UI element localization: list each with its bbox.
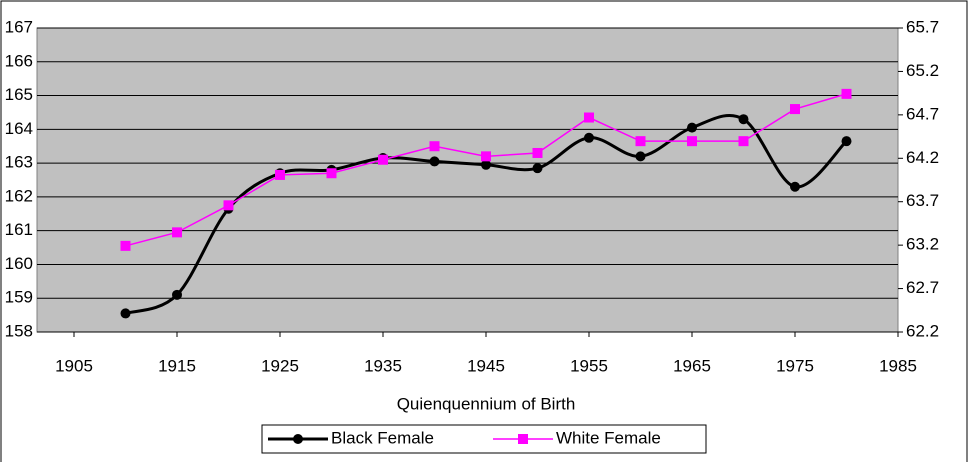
y2-tick-label: 64.2	[906, 148, 939, 167]
x-tick-label: 1965	[673, 356, 711, 375]
y-tick-label: 160	[5, 254, 33, 273]
x-tick-label: 1915	[158, 356, 196, 375]
x-tick-label: 1935	[364, 356, 402, 375]
data-point	[738, 114, 749, 125]
data-point	[635, 151, 646, 162]
y2-tick-label: 65.7	[906, 17, 939, 36]
x-tick-label: 1925	[261, 356, 299, 375]
y-tick-label: 162	[5, 186, 33, 205]
data-point	[378, 154, 388, 165]
data-point	[429, 156, 440, 167]
data-point	[275, 169, 285, 180]
x-axis-title: Quienquennium of Birth	[397, 394, 576, 413]
data-point	[481, 159, 491, 170]
x-tick-label: 1905	[55, 356, 93, 375]
legend-marker	[518, 434, 528, 444]
legend	[261, 424, 707, 454]
y-tick-label: 165	[5, 85, 33, 104]
data-point	[172, 289, 182, 300]
legend-label: Black Female	[331, 428, 434, 447]
y2-tick-label: 63.7	[906, 191, 939, 210]
data-point	[532, 147, 543, 158]
legend-label: White Female	[556, 428, 661, 447]
x-tick-label: 1975	[776, 356, 814, 375]
y-tick-label: 159	[5, 288, 33, 307]
data-point	[584, 112, 594, 123]
legend-marker	[293, 434, 303, 444]
y2-tick-label: 62.2	[906, 321, 939, 340]
data-point	[172, 227, 182, 238]
y-tick-label: 167	[5, 17, 33, 36]
data-point	[429, 141, 440, 152]
y-tick-label: 166	[5, 51, 33, 70]
x-tick-label: 1945	[467, 356, 505, 375]
data-point	[584, 132, 594, 143]
y2-tick-label: 65.2	[906, 61, 939, 80]
y-tick-label: 161	[5, 220, 33, 239]
y2-tick-label: 62.7	[906, 278, 939, 297]
data-point	[481, 151, 491, 162]
data-point	[532, 163, 543, 174]
data-point	[841, 136, 852, 147]
data-point	[120, 308, 131, 319]
plot-area	[36, 27, 899, 333]
data-point	[326, 168, 337, 179]
data-point	[223, 200, 234, 211]
y-tick-label: 163	[5, 153, 33, 172]
data-point	[790, 181, 800, 192]
y2-tick-label: 63.2	[906, 235, 939, 254]
y2-tick-label: 64.7	[906, 104, 939, 123]
data-point	[738, 136, 749, 147]
data-point	[841, 88, 852, 99]
y-tick-label: 158	[5, 321, 33, 340]
data-point	[120, 240, 131, 251]
y-tick-label: 164	[5, 119, 33, 138]
data-point	[687, 136, 697, 147]
data-point	[687, 122, 697, 133]
x-tick-label: 1985	[879, 356, 917, 375]
data-point	[635, 136, 646, 147]
x-tick-label: 1955	[570, 356, 608, 375]
data-point	[790, 104, 800, 115]
